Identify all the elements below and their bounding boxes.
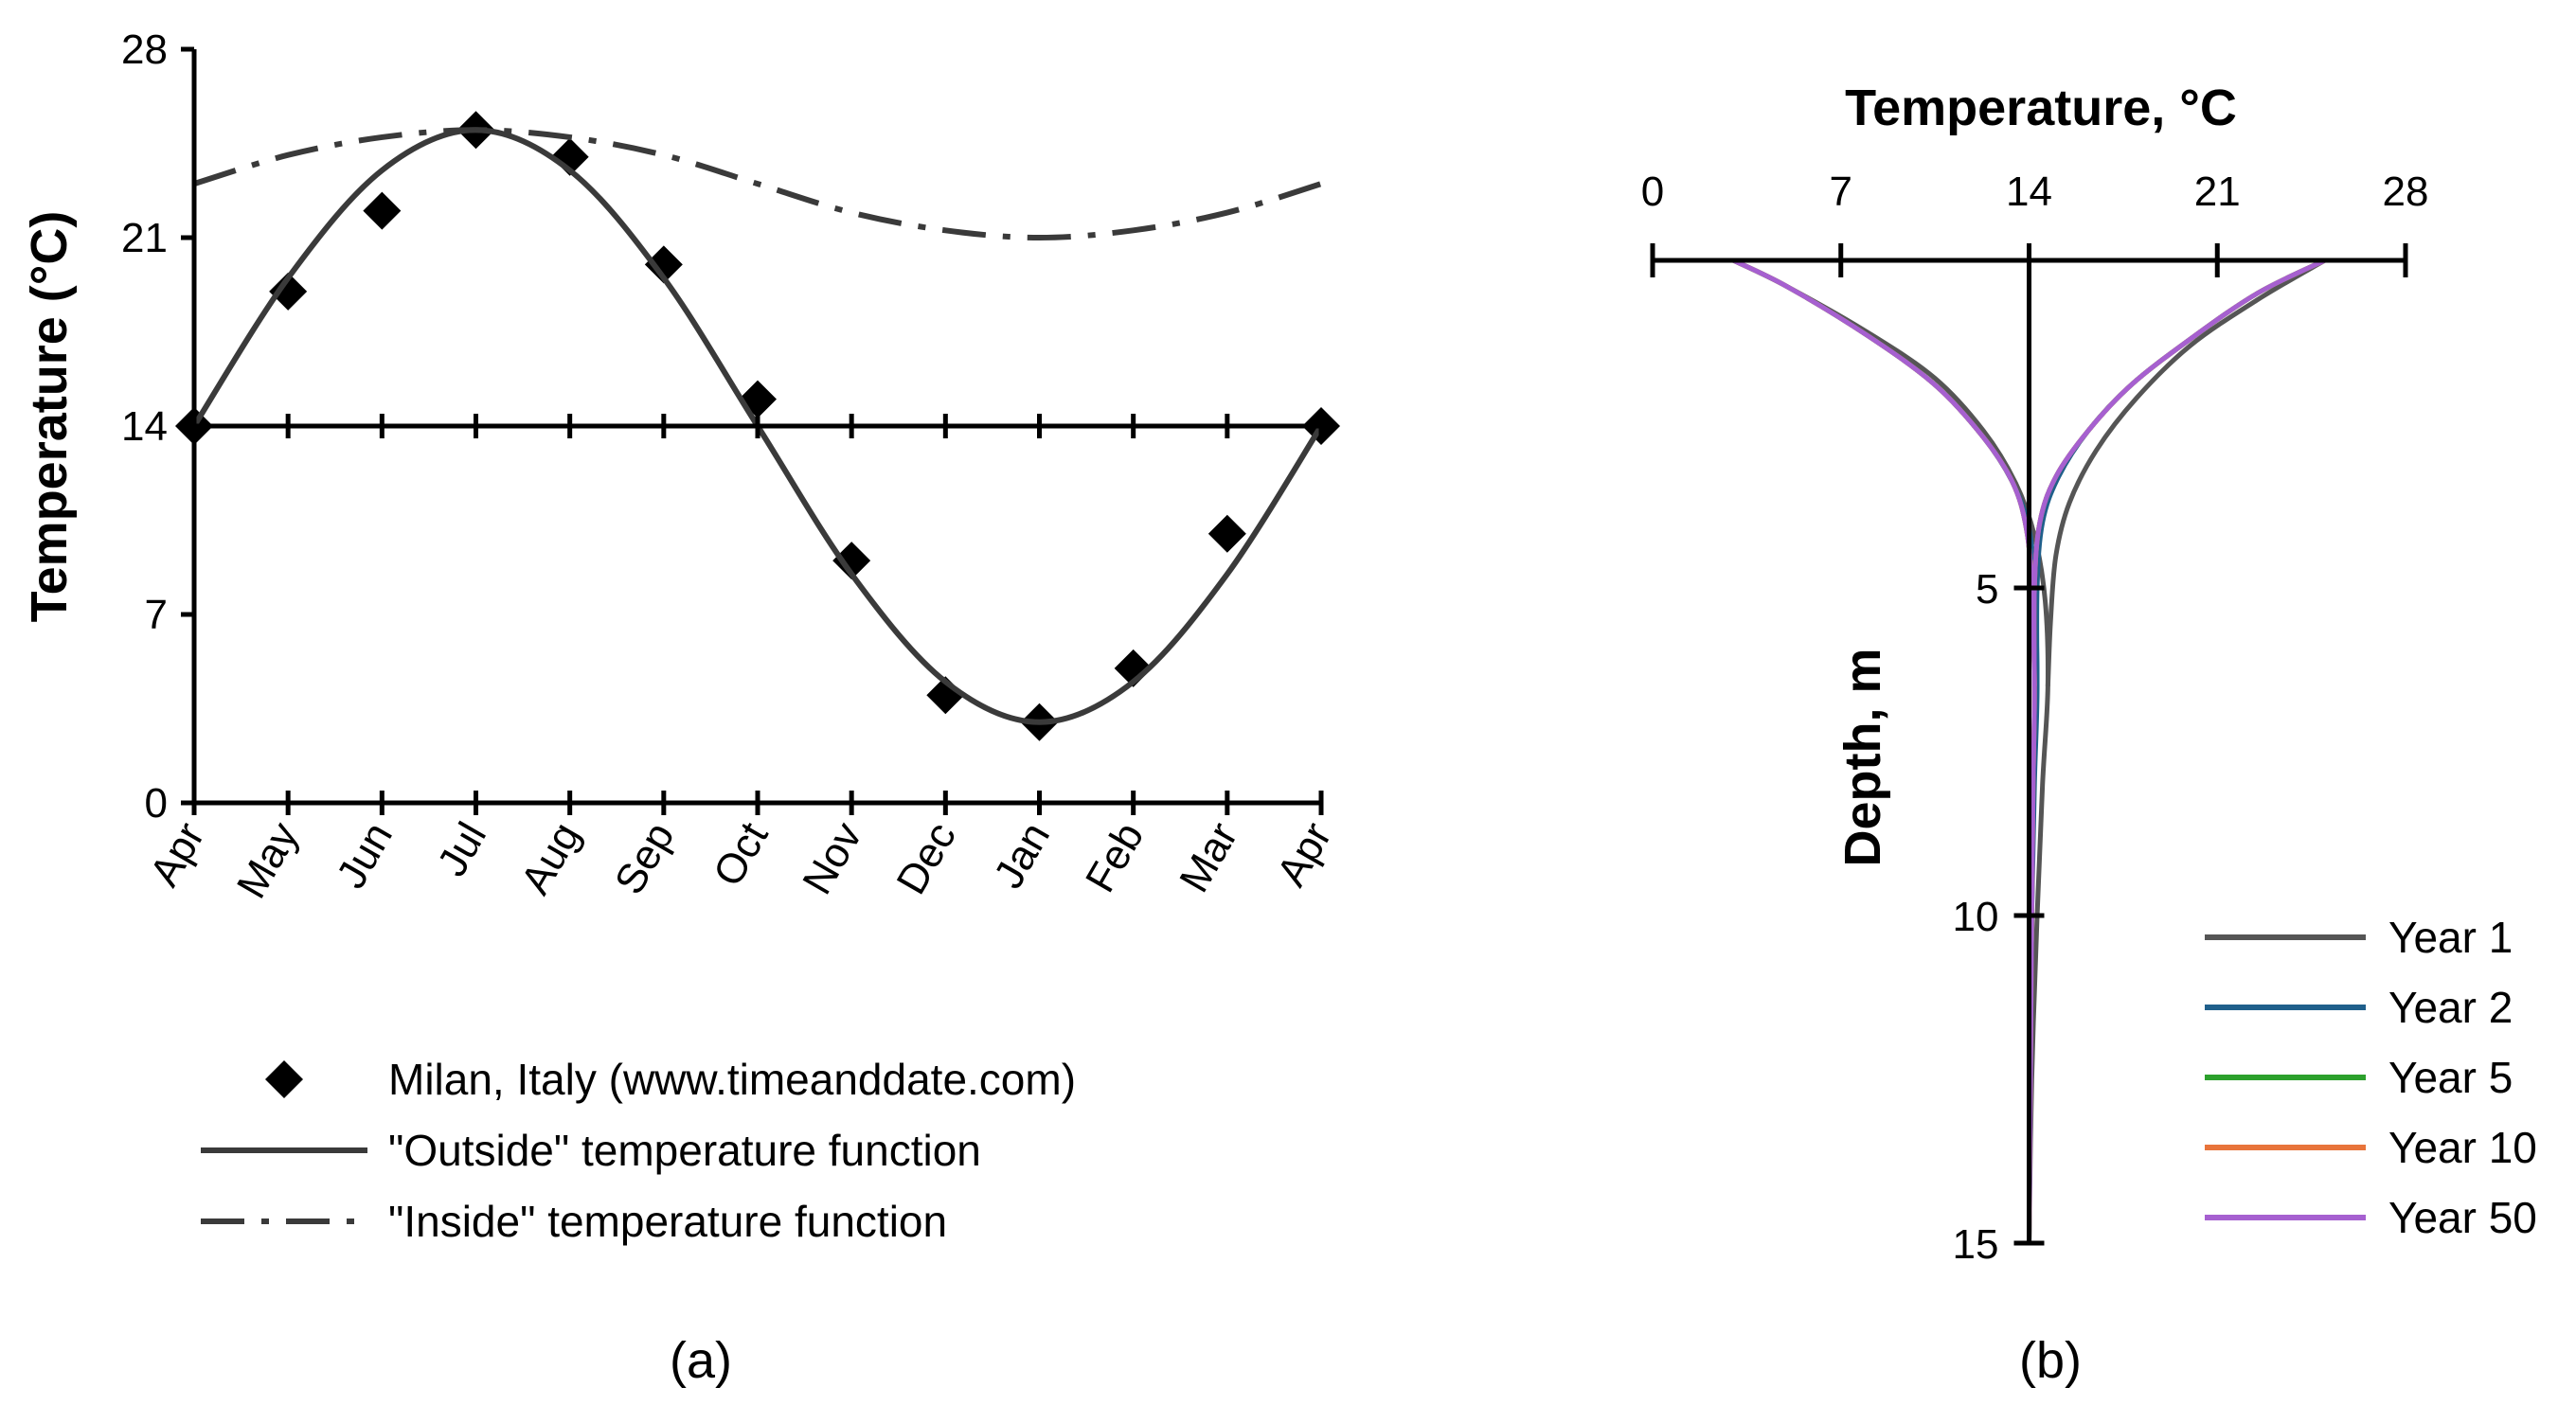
panel-a-x-tick-label: Nov	[794, 815, 871, 902]
panel-b-series-1-left-branch	[1732, 258, 2050, 1244]
panel-b-y-tick-label: 15	[1953, 1221, 1999, 1268]
panel-b-x-tick-label: 7	[1830, 169, 1852, 215]
panel-a-data-point	[739, 380, 777, 418]
panel-b-x-tick-label: 14	[2006, 169, 2052, 215]
panel-a-legend-label: "Outside" temperature function	[388, 1126, 981, 1175]
panel-b-series-3-right-branch	[2031, 258, 2326, 686]
panel-a-x-tick-label: Apr	[1268, 815, 1341, 895]
panel-b-legend-label: Year 1	[2388, 913, 2513, 962]
panel-a-y-tick-label: 14	[121, 403, 168, 450]
panel-a-x-tick-label: Oct	[705, 815, 778, 895]
panel-b-legend-label: Year 50	[2388, 1193, 2537, 1242]
panel-a-data-point	[1114, 649, 1153, 687]
panel-a-data-point	[269, 272, 308, 311]
panel-a-caption: (a)	[670, 1332, 732, 1389]
panel-a-y-axis-title: Temperature (°C)	[21, 211, 78, 623]
panel-a-x-tick-label: Jul	[429, 815, 496, 884]
panel-b-x-tick-label: 0	[1641, 169, 1664, 215]
panel-a-x-tick-label: Sep	[606, 815, 684, 902]
panel-a-data-point	[1208, 514, 1246, 553]
panel-a-x-tick-label: Dec	[887, 815, 965, 902]
panel-a-x-tick-label: Aug	[512, 815, 590, 902]
panel-b-x-tick-label: 28	[2383, 169, 2429, 215]
panel-b-legend-label: Year 2	[2388, 983, 2513, 1032]
panel-a-y-tick-label: 21	[121, 215, 168, 261]
panel-a-data-point	[832, 542, 871, 580]
panel-a-x-tick-label: Jun	[328, 815, 402, 897]
panel-a-y-tick-label: 0	[145, 780, 168, 827]
panel-a-legend-marker	[265, 1060, 303, 1098]
panel-a-data-point	[644, 245, 683, 284]
panel-b-series-4-right-branch	[2031, 258, 2326, 686]
panel-a-data-point	[363, 191, 402, 230]
panel-b-legend: Year 1 Year 2 Year 5 Year 10 Year 50	[2205, 913, 2537, 1242]
panel-b-y-axis-title: Depth, m	[1834, 648, 1891, 866]
panel-a-x-tick-label: Jan	[985, 815, 1059, 897]
panel-b-y-tick-label: 10	[1953, 894, 1999, 940]
panel-b-series-2-right-branch	[2034, 258, 2326, 686]
panel-a-x-tick-label: Mar	[1171, 815, 1246, 900]
panel-a-x-tick-label: Feb	[1077, 815, 1153, 900]
panel-a-legend-label: Milan, Italy (www.timeanddate.com)	[388, 1055, 1076, 1104]
panel-a-y-tick-label: 7	[145, 592, 168, 638]
panel-b-caption: (b)	[2019, 1332, 2082, 1389]
panel-b-x-axis-title: Temperature, °C	[1845, 80, 2237, 136]
panel-a-series-line-2	[193, 127, 1322, 241]
panel-b-series-5-right-branch	[2031, 258, 2326, 686]
panel-a-x-tick-label: May	[228, 815, 308, 906]
panel-b-depth-profile-chart: Temperature, °C 0 7 14 21 28 5 10 15 Depth, m Y…	[1641, 80, 2537, 1389]
panel-b-legend-label: Year 5	[2388, 1053, 2513, 1102]
panel-a-legend: Milan, Italy (www.timeanddate.com) "Outsi…	[201, 1055, 1076, 1246]
panel-b-legend-label: Year 10	[2388, 1123, 2537, 1172]
panel-b-y-tick-label: 5	[1976, 566, 1998, 613]
panel-a-y-tick-label: 28	[121, 27, 168, 73]
panel-b-series-1-right-branch	[2045, 258, 2327, 686]
panel-a-legend-label: "Inside" temperature function	[388, 1197, 947, 1246]
panel-a-x-tick-label: Apr	[141, 815, 214, 895]
panel-b-x-tick-label: 21	[2194, 169, 2241, 215]
